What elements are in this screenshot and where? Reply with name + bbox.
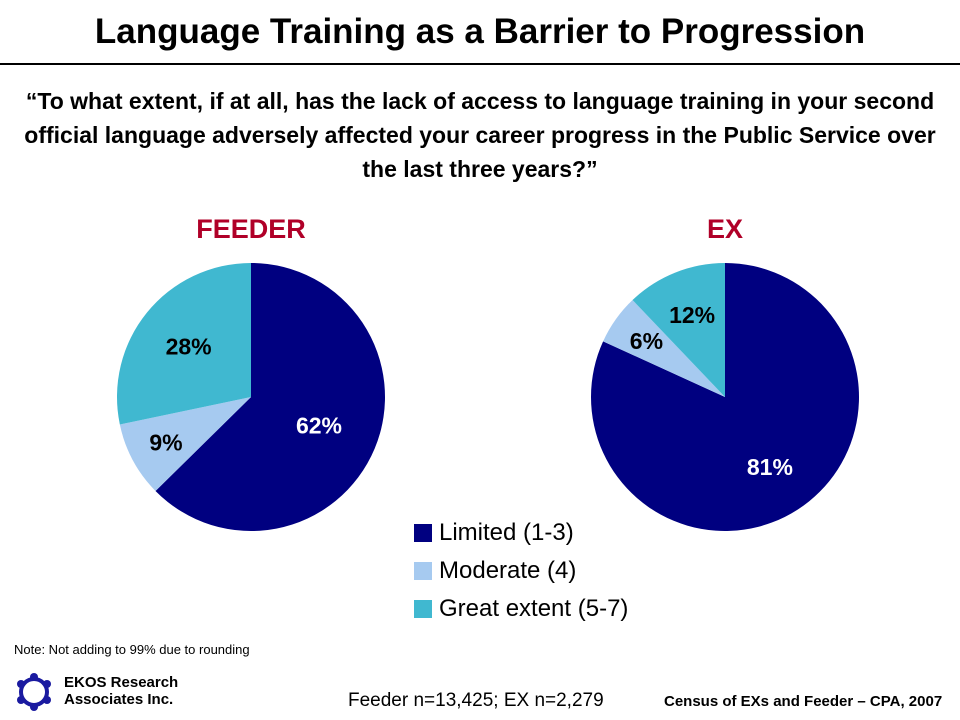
legend-label: Great extent (5-7): [439, 595, 629, 622]
ex-pie-title: EX: [706, 214, 744, 244]
rounding-note: Note: Not adding to 99% due to rounding: [14, 642, 250, 657]
legend-label: Limited (1-3): [439, 519, 574, 546]
feeder-data-label-1: 9%: [149, 430, 182, 456]
ex-data-label-0: 81%: [747, 454, 793, 480]
legend-item-great: Great extent (5-7): [414, 590, 628, 628]
ex-slice-1: [603, 300, 725, 397]
feeder-slice-0: [155, 263, 385, 532]
ex-slice-2: [632, 263, 725, 397]
feeder-data-label-0: 62%: [296, 412, 342, 438]
legend: Limited (1-3) Moderate (4) Great extent …: [414, 514, 628, 628]
title-divider: [0, 63, 960, 65]
legend-item-moderate: Moderate (4): [414, 552, 628, 590]
feeder-pie-title: FEEDER: [196, 214, 306, 244]
ex-data-label-1: 6%: [630, 328, 663, 354]
source-note: Census of EXs and Feeder – CPA, 2007: [664, 693, 943, 710]
ekos-logo-icon: [17, 673, 51, 711]
feeder-data-label-2: 28%: [166, 333, 212, 359]
feeder-slice-2: [116, 263, 251, 425]
legend-swatch: [414, 524, 432, 542]
legend-item-limited: Limited (1-3): [414, 514, 628, 552]
ex-data-label-2: 12%: [669, 302, 715, 328]
legend-label: Moderate (4): [439, 557, 577, 584]
company-name: EKOS Research Associates Inc.: [64, 674, 178, 708]
company-name-line1: EKOS Research: [64, 674, 179, 691]
company-name-line2: Associates Inc.: [64, 691, 174, 708]
sample-size: Feeder n=13,425; EX n=2,279: [348, 690, 604, 711]
feeder-slice-1: [119, 397, 251, 491]
legend-swatch: [414, 562, 432, 580]
survey-question: “To what extent, if at all, has the lack…: [24, 88, 936, 182]
legend-swatch: [414, 600, 432, 618]
slide-title: Language Training as a Barrier to Progre…: [94, 12, 866, 51]
